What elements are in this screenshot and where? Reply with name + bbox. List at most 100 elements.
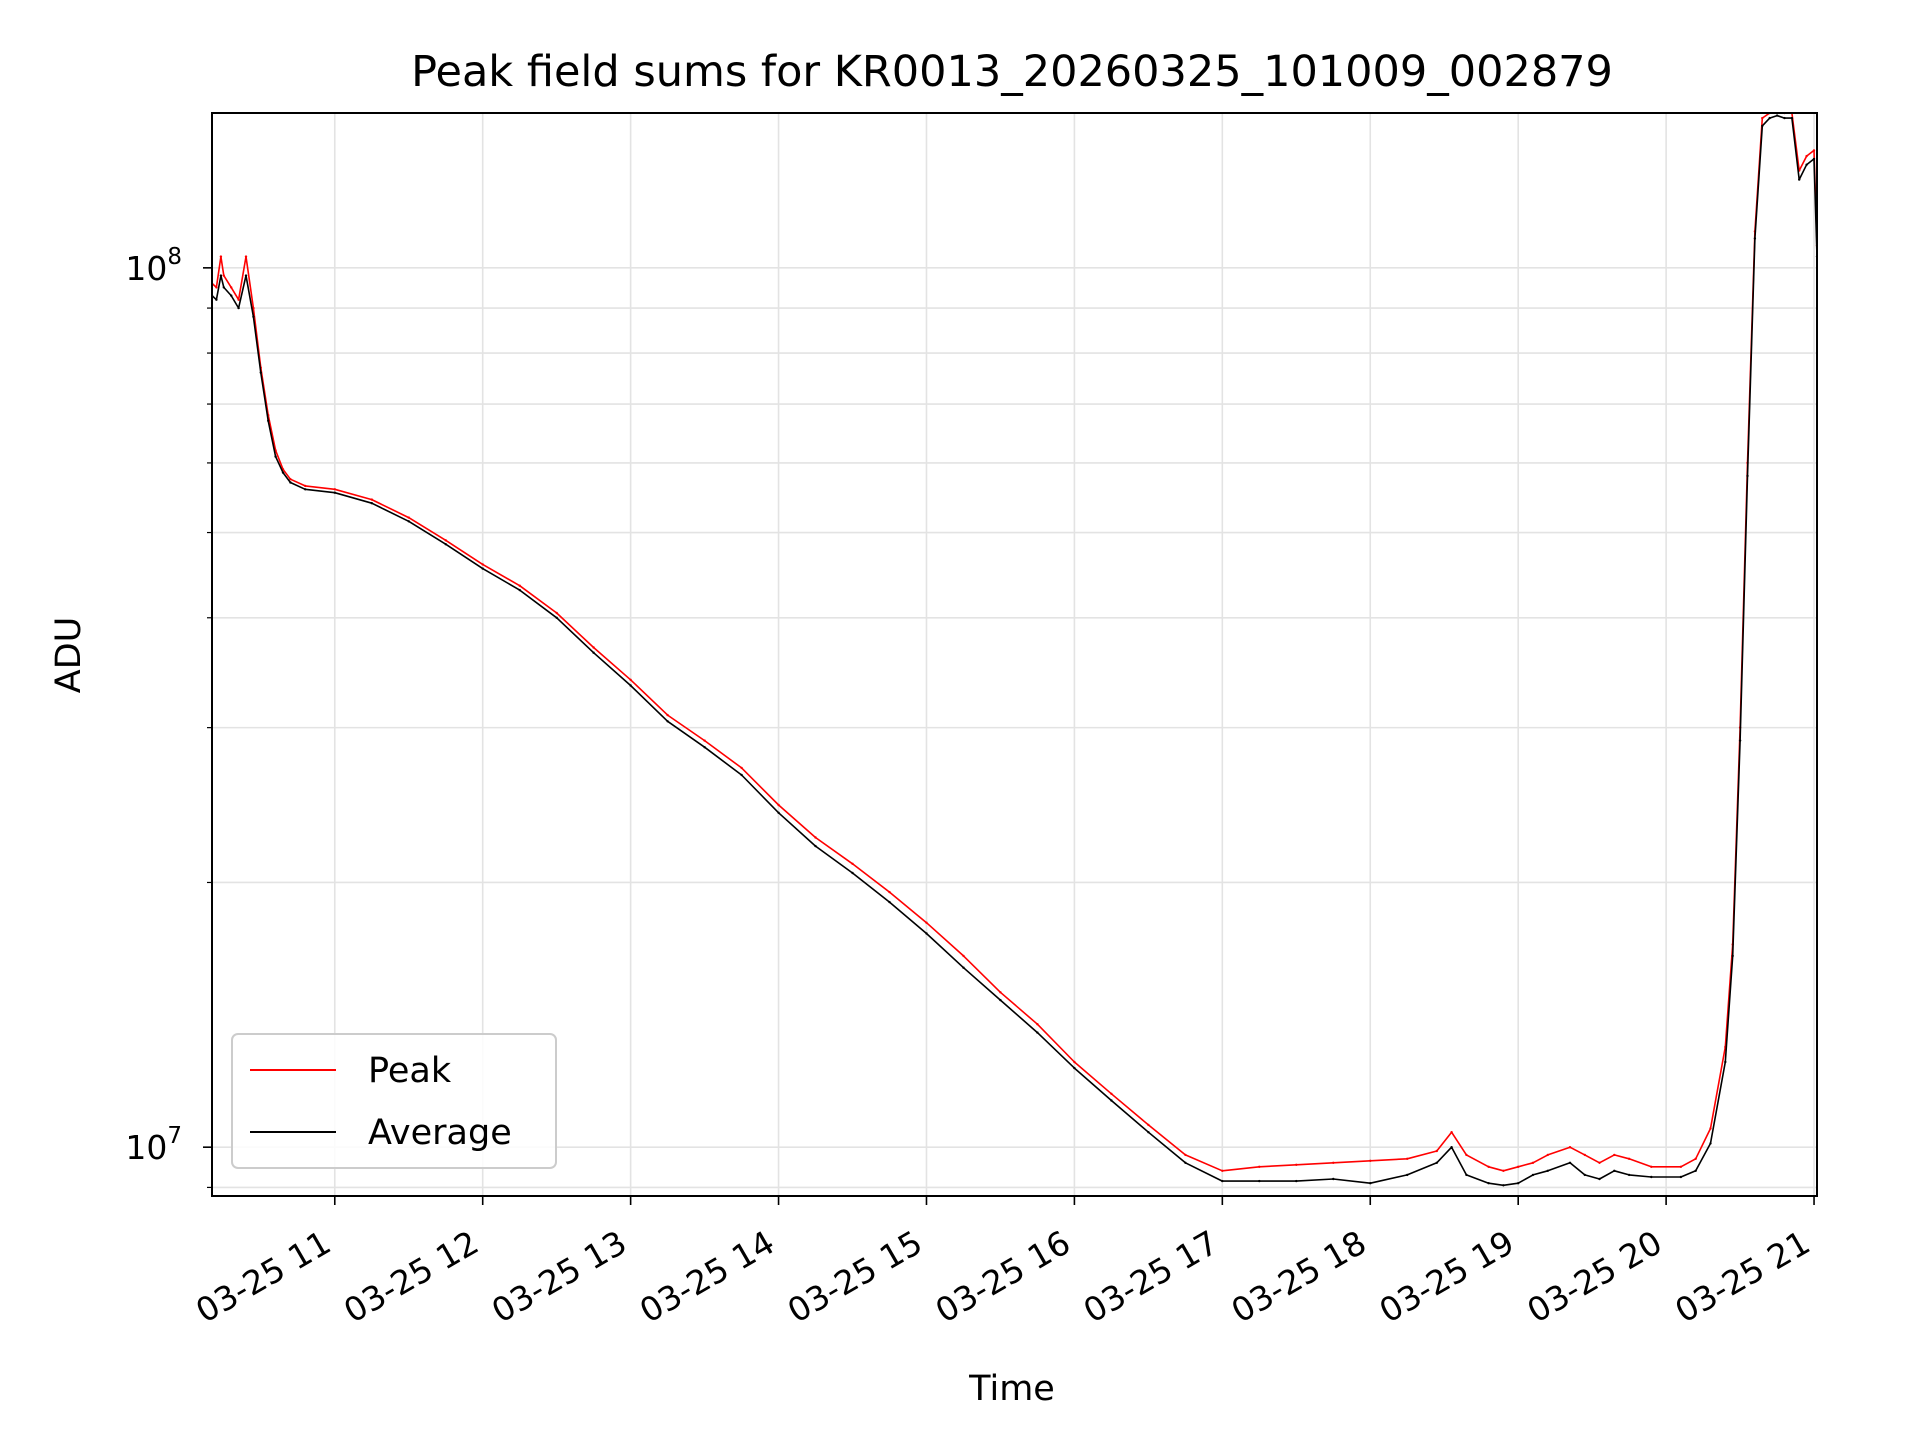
data-point-average [267,419,270,422]
data-point-peak [1295,1163,1298,1167]
data-point-average [962,966,965,969]
data-point-peak [215,286,218,289]
data-point-average [222,286,225,289]
data-point-average [1184,1161,1187,1165]
data-point-average [304,488,307,491]
data-point-peak [1073,1060,1076,1064]
data-point-average [666,720,669,723]
data-point-peak [1147,1123,1150,1127]
data-point-average [1221,1179,1224,1183]
data-point-peak [230,286,233,289]
chart-title: Peak field sums for KR0013_20260325_1010… [411,47,1613,97]
grid [212,113,1817,1196]
data-point-peak [1406,1157,1409,1161]
data-point-average [851,871,854,875]
data-point-average [1487,1182,1490,1185]
data-point-average [259,371,262,374]
data-point-average [1502,1184,1505,1187]
data-point-peak [1517,1165,1520,1169]
data-point-peak [1709,1127,1712,1130]
data-point-peak [740,766,743,770]
data-point-average [1694,1169,1697,1173]
data-point-peak [1450,1131,1453,1134]
data-point-average [252,315,255,318]
data-point-peak [244,255,248,258]
data-point-peak [481,563,484,566]
data-point-average [1598,1177,1601,1181]
data-point-peak [1487,1165,1490,1169]
data-point-peak [1036,1022,1039,1026]
data-point-peak [629,678,632,681]
data-point-peak [219,255,223,258]
data-point-peak [1598,1161,1601,1165]
data-point-peak [1332,1161,1335,1165]
data-point-average [1627,1173,1631,1177]
data-point-average [244,274,248,277]
data-point-peak [1805,154,1808,158]
data-point-peak [1761,116,1764,120]
legend-box [231,1033,557,1169]
data-point-average [1110,1099,1113,1102]
data-point-peak [592,646,595,649]
y-tick-label: 108 [125,244,182,288]
data-point-average [518,588,521,592]
data-point-peak [1583,1153,1587,1157]
data-point-peak [1435,1149,1439,1153]
data-point-average [1465,1173,1468,1177]
data-point-average [1517,1182,1520,1185]
data-point-average [999,998,1002,1002]
data-point-average [444,543,447,546]
data-point-peak [999,991,1002,994]
data-point-average [1812,157,1816,161]
data-point-average [592,651,595,654]
data-point-peak [333,488,336,491]
data-point-average [1568,1161,1572,1165]
data-point-average [1731,954,1734,958]
legend-label-peak: Peak [368,1051,452,1091]
legend: Peak Average [231,1033,557,1169]
data-point-average [1258,1179,1261,1183]
data-point-peak [888,890,891,894]
data-point-peak [1465,1153,1468,1157]
data-point-average [1406,1173,1409,1177]
x-axis-label: Time [968,1369,1055,1409]
data-point-average [1761,124,1764,128]
data-point-average [1738,739,1742,742]
data-point-peak [252,306,255,310]
data-point-average [274,455,277,458]
data-point-peak [1531,1161,1535,1165]
data-point-peak [555,611,558,615]
data-point-average [1775,114,1779,117]
data-point-average [1435,1161,1439,1165]
data-point-peak [222,274,225,277]
data-point-average [1724,1060,1727,1064]
data-point-average [888,900,891,904]
data-point-average [1753,237,1757,240]
data-point-average [925,932,928,935]
data-point-average [281,471,285,474]
data-point-average [1531,1173,1535,1177]
data-point-peak [703,739,706,742]
data-point-peak [666,713,669,717]
data-point-average [814,844,817,848]
data-point-average [1679,1175,1683,1179]
data-point-peak [962,954,965,958]
data-point-average [1798,178,1801,181]
data-point-peak [407,516,410,519]
data-point-peak [1110,1092,1113,1096]
data-point-peak [1221,1169,1224,1173]
data-point-average [1147,1131,1150,1134]
data-point-peak [814,836,817,839]
data-point-average [777,811,780,814]
data-point-peak [1369,1159,1372,1163]
data-point-average [333,491,336,494]
data-point-average [1613,1169,1616,1173]
data-point-peak [1627,1157,1631,1161]
data-point-average [629,684,632,687]
y-axis-label: ADU [49,617,89,694]
legend-label-average: Average [368,1113,512,1153]
plot-frame [211,112,1818,1197]
data-point-peak [1184,1153,1187,1157]
data-point-peak [370,498,373,501]
